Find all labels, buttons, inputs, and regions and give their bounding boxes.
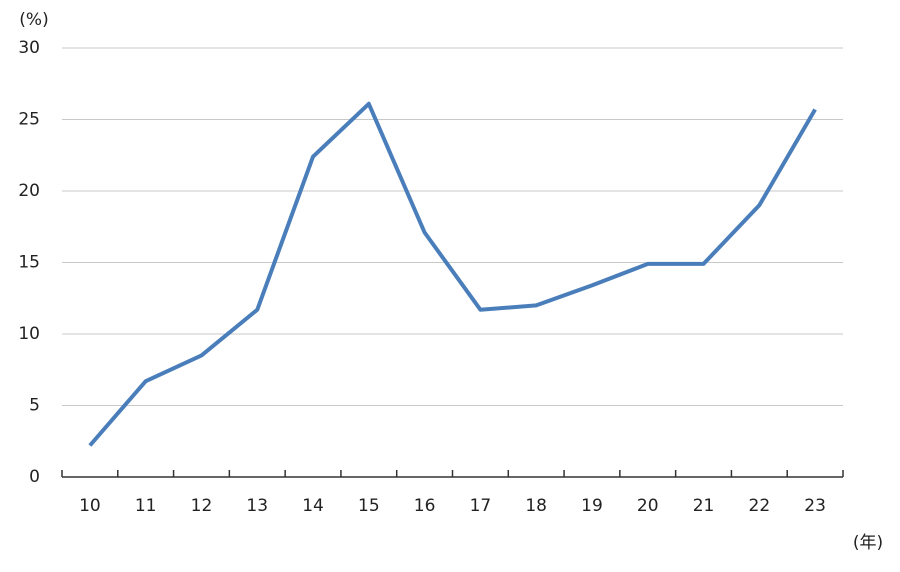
x-tick-label: 11 [135, 496, 157, 516]
y-axis-label: (%) [19, 10, 48, 30]
y-tick-label: 20 [18, 181, 40, 201]
x-tick-label: 20 [637, 496, 659, 516]
x-tick-label: 15 [358, 496, 380, 516]
x-tick-label: 21 [693, 496, 715, 516]
data-line [88, 101, 817, 447]
y-tick-label: 15 [18, 253, 40, 273]
x-tick-label: 16 [414, 496, 436, 516]
x-axis-label: (年) [853, 533, 883, 553]
y-tick-label: 10 [18, 324, 40, 344]
x-tick-label: 12 [191, 496, 213, 516]
y-tick-label: 5 [29, 396, 40, 416]
x-tick-label: 13 [246, 496, 268, 516]
x-tick-label: 22 [749, 496, 771, 516]
x-tick-label: 23 [804, 496, 826, 516]
x-tick-label: 19 [581, 496, 603, 516]
x-tick-label: 17 [470, 496, 492, 516]
y-tick-label: 30 [18, 38, 40, 58]
x-tick-label: 14 [302, 496, 324, 516]
y-tick-label: 25 [18, 110, 40, 130]
x-tick-label: 18 [525, 496, 547, 516]
x-tick-label: 10 [79, 496, 101, 516]
y-tick-label: 0 [29, 467, 40, 487]
